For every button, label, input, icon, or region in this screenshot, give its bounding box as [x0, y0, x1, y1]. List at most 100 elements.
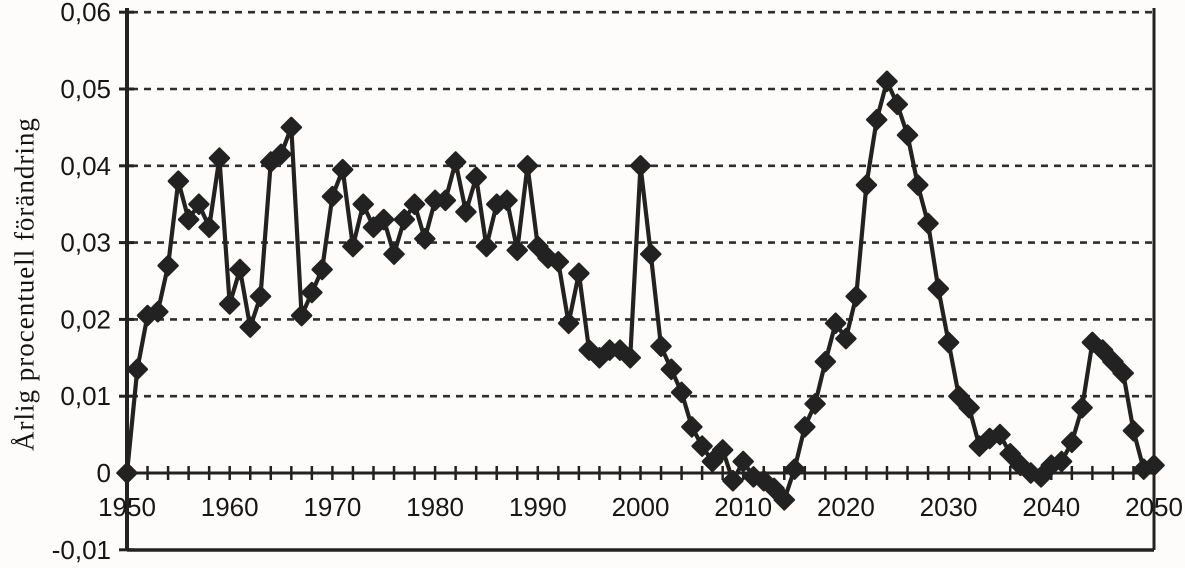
data-point-marker	[218, 293, 241, 315]
data-point-marker	[722, 469, 744, 492]
y-tick-label: 0,06	[60, 0, 111, 27]
data-point-marker	[547, 251, 570, 273]
data-point-marker	[403, 193, 426, 215]
data-point-marker	[670, 381, 693, 404]
data-point-marker	[188, 193, 210, 215]
data-point-marker	[198, 216, 220, 238]
data-point-marker	[157, 254, 179, 277]
x-tick-label: 2000	[612, 492, 670, 522]
y-tick-label: 0,04	[60, 151, 111, 181]
data-point-marker	[999, 443, 1021, 465]
data-point-marker	[516, 155, 539, 177]
data-point-marker	[907, 174, 929, 196]
data-point-marker	[876, 70, 898, 93]
y-tick-label: 0,01	[60, 381, 111, 411]
x-tick-label: 2030	[920, 492, 978, 522]
data-point-marker	[865, 108, 888, 131]
data-point-marker	[290, 304, 313, 327]
data-point-marker	[239, 316, 261, 338]
data-point-marker	[896, 124, 919, 146]
data-point-marker	[948, 385, 970, 407]
data-point-marker	[1030, 466, 1052, 488]
y-tick-label: 0,02	[60, 304, 111, 334]
data-point-marker	[640, 243, 662, 265]
data-point-marker	[342, 235, 364, 258]
data-point-marker	[393, 208, 416, 231]
x-tick-label: 1990	[509, 492, 567, 522]
data-point-marker	[937, 331, 960, 354]
data-point-marker	[1122, 420, 1145, 442]
data-point-marker	[496, 189, 518, 212]
data-point-marker	[506, 239, 529, 262]
y-tick-label: 0,05	[60, 74, 111, 104]
data-point-marker	[804, 393, 826, 415]
data-point-marker	[927, 277, 950, 300]
data-point-marker	[989, 423, 1011, 446]
data-point-marker	[1112, 362, 1134, 384]
data-point-marker	[763, 477, 785, 500]
data-point-marker	[1050, 450, 1073, 473]
data-point-marker	[352, 193, 374, 215]
data-point-marker	[568, 262, 590, 285]
data-point-marker	[465, 166, 487, 189]
y-tick-label: 0,03	[60, 228, 111, 258]
data-point-marker	[629, 155, 652, 177]
data-point-marker	[1061, 431, 1083, 454]
data-point-marker	[783, 458, 806, 480]
data-point-marker	[147, 300, 169, 323]
data-point-marker	[455, 201, 477, 223]
data-point-marker	[557, 312, 580, 334]
data-point-marker	[270, 143, 292, 166]
data-point-marker	[701, 450, 724, 473]
data-point-marker	[824, 312, 847, 334]
data-point-marker	[958, 396, 980, 419]
y-tick-label: 0	[97, 458, 111, 488]
data-point-marker	[321, 185, 344, 208]
data-point-marker	[660, 358, 683, 381]
data-point-marker	[527, 235, 549, 258]
x-tick-label: 1950	[98, 492, 156, 522]
data-point-marker	[475, 235, 498, 258]
data-point-marker	[855, 174, 878, 196]
data-point-marker	[650, 335, 672, 358]
x-tick-label: 2010	[714, 492, 772, 522]
data-point-marker	[116, 462, 138, 484]
data-point-marker	[1091, 339, 1114, 361]
data-point-marker	[126, 358, 149, 381]
data-point-marker	[794, 416, 816, 438]
data-point-marker	[681, 416, 703, 438]
data-point-marker	[311, 258, 333, 281]
data-point-marker	[886, 93, 908, 116]
data-point-marker	[845, 285, 867, 308]
x-tick-label: 1980	[406, 492, 464, 522]
data-point-marker	[1102, 350, 1124, 373]
data-point-marker	[444, 151, 467, 173]
data-point-marker	[773, 489, 796, 511]
x-tick-label: 2040	[1022, 492, 1080, 522]
data-point-marker	[691, 435, 713, 457]
data-point-marker	[177, 208, 200, 231]
data-point-marker	[301, 281, 323, 304]
data-point-marker	[1071, 396, 1093, 419]
data-point-marker	[249, 285, 272, 308]
data-point-marker	[835, 327, 857, 350]
x-tick-label: 1970	[303, 492, 361, 522]
x-tick-label: 2050	[1125, 492, 1183, 522]
data-point-marker	[208, 147, 231, 169]
x-tick-label: 2020	[817, 492, 875, 522]
data-point-marker	[414, 228, 436, 250]
data-point-marker	[229, 258, 251, 281]
data-point-marker	[711, 439, 734, 461]
data-point-marker	[732, 450, 754, 473]
data-point-marker	[167, 170, 190, 192]
data-point-marker	[1143, 454, 1165, 477]
data-point-marker	[814, 350, 837, 373]
y-tick-label: -0,01	[52, 535, 111, 565]
x-tick-label: 1960	[201, 492, 259, 522]
data-point-marker	[434, 189, 457, 212]
data-point-marker	[373, 208, 395, 231]
data-point-marker	[917, 212, 939, 235]
data-point-marker	[331, 158, 354, 181]
